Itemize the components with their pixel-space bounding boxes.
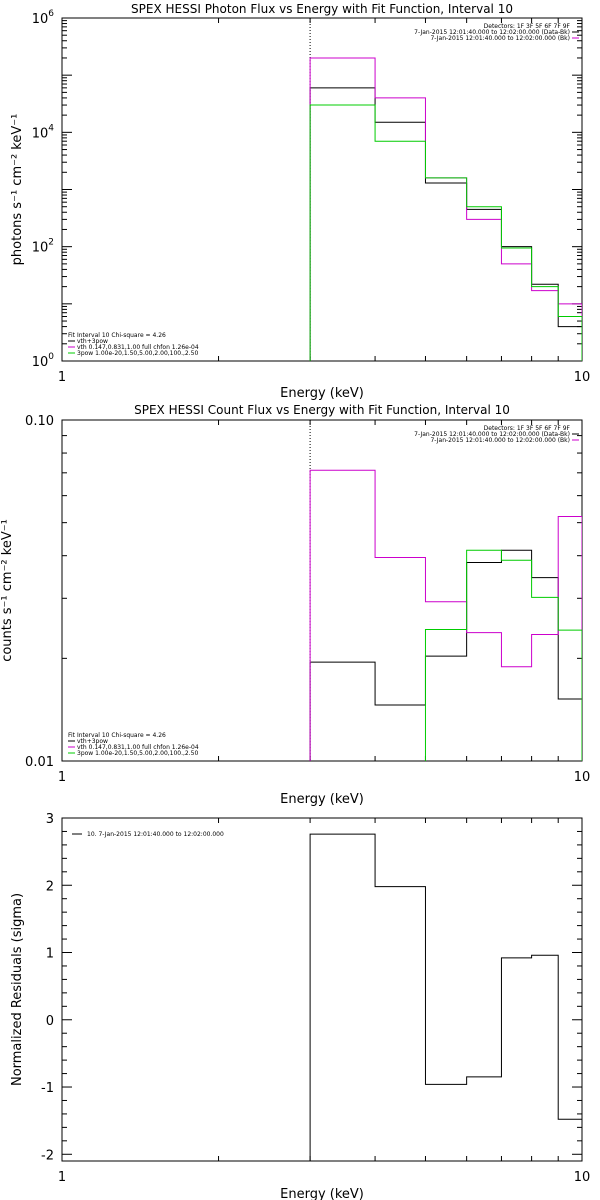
- y-tick-label: -2: [41, 1148, 54, 1163]
- series-line-1: [309, 87, 582, 361]
- plot-frame: [61, 419, 583, 762]
- y-tick-label: 100: [32, 352, 55, 370]
- x-tick-label: 10: [574, 370, 591, 385]
- legend-entry: Detectors: 1F 3F 5F 6F 7F 9F: [484, 425, 571, 432]
- legend-entry: 10. 7-Jan-2015 12:01:40.000 to 12:02:00.…: [87, 831, 224, 838]
- y-tick-label: 0.01: [25, 755, 54, 770]
- legend-entry: vth+3pow: [77, 338, 108, 345]
- y-tick-label: -1: [41, 1081, 54, 1096]
- plot-frame: [61, 817, 583, 1162]
- x-tick-label: 10: [574, 770, 591, 785]
- y-axis-label: Normalized Residuals (sigma): [10, 893, 25, 1086]
- y-tick-label: 104: [32, 123, 55, 141]
- x-tick-label: 1: [58, 1170, 66, 1185]
- plot-frame: [61, 17, 583, 362]
- series-line-2: [309, 57, 582, 361]
- chart-panel-2: SPEX HESSI Count Flux vs Energy with Fit…: [0, 403, 591, 807]
- x-tick-label: 1: [58, 370, 66, 385]
- legend-entry: 7-Jan-2015 12:01:40.000 to 12:02:00.000 …: [430, 35, 570, 42]
- series-line-1: [309, 833, 582, 1161]
- y-tick-label: 102: [32, 238, 54, 256]
- x-tick-label: 1: [58, 770, 66, 785]
- x-axis-label: Energy (keV): [280, 386, 364, 401]
- legend-entry: 7-Jan-2015 12:01:40.000 to 12:02:00.000 …: [414, 431, 570, 438]
- legend-entry: 7-Jan-2015 12:01:40.000 to 12:02:00.000 …: [430, 437, 570, 444]
- legend-entry: 7-Jan-2015 12:01:40.000 to 12:02:00.000 …: [414, 29, 570, 36]
- legend-entry: Fit Interval 10 Chi-square = 4.26: [68, 332, 166, 339]
- x-axis-label: Energy (keV): [280, 1187, 364, 1200]
- y-tick-label: 3: [46, 812, 54, 827]
- legend-entry: 3pow 1.00e-20,1.50,5.00,2.00,100.,2.50: [77, 350, 198, 357]
- y-axis-label: photons s⁻¹ cm⁻² keV⁻¹: [10, 114, 25, 266]
- x-tick-label: 10: [574, 1170, 591, 1185]
- series-line-1: [309, 549, 582, 761]
- series-line-2: [309, 469, 582, 761]
- y-tick-label: 1: [46, 947, 54, 962]
- chart-title: SPEX HESSI Count Flux vs Energy with Fit…: [134, 403, 510, 417]
- chart-panel-1: SPEX HESSI Photon Flux vs Energy with Fi…: [10, 2, 590, 401]
- legend-entry: Fit Interval 10 Chi-square = 4.26: [68, 732, 166, 739]
- x-axis-label: Energy (keV): [280, 792, 364, 807]
- y-tick-label: 106: [32, 9, 55, 27]
- series-line-3: [309, 104, 582, 361]
- legend-entry: Detectors: 1F 3F 5F 6F 7F 9F: [484, 23, 571, 30]
- y-axis-label: counts s⁻¹ cm⁻² keV⁻¹: [0, 519, 15, 662]
- y-tick-label: 2: [46, 879, 54, 894]
- legend-entry: 3pow 1.00e-20,1.50,5.00,2.00,100.,2.50: [77, 750, 198, 757]
- y-tick-label: 0.10: [25, 414, 54, 429]
- legend-entry: vth 0.147,0.831,1.00 full chfon 1.26e-04: [77, 744, 199, 751]
- legend-entry: vth+3pow: [77, 738, 108, 745]
- chart-title: SPEX HESSI Photon Flux vs Energy with Fi…: [131, 2, 513, 16]
- legend-entry: vth 0.147,0.831,1.00 full chfon 1.26e-04: [77, 344, 199, 351]
- y-tick-label: 0: [46, 1014, 54, 1029]
- series-line-3: [309, 549, 582, 761]
